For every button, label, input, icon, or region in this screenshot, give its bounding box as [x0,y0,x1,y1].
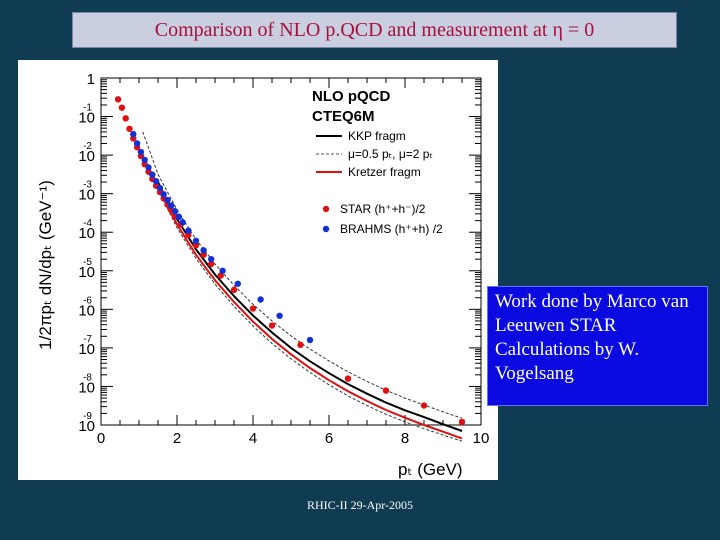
brahms-point [175,213,183,221]
y-axis-title: 1/2πpₜ dN/dpₜ (GeV⁻¹) [36,180,55,350]
brahms-point [145,164,152,171]
star-point [192,242,200,249]
brahms-point [276,312,283,319]
x-tick-label: 4 [249,430,257,447]
brahms-point [306,336,314,344]
legend-heading-pdf: CTEQ6M [312,108,375,125]
brahms-point [192,237,200,244]
star-point [297,341,304,349]
y-tick-label: 10 [78,379,95,396]
x-axis-title: pₜ (GeV) [398,460,463,479]
credits-box: Work done by Marco van Leeuwen STAR Calc… [487,286,708,406]
y-tick-label: 10 [78,187,95,204]
y-tick-exponent: -5 [83,257,92,268]
y-tick-exponent: -6 [83,295,92,306]
star-point [344,375,352,382]
y-tick-label: 10 [78,148,95,165]
y-tick-exponent: -7 [83,334,92,345]
y-tick-exponent: -9 [83,411,92,422]
star-point [230,286,238,294]
star-point [114,96,122,103]
star-point [268,322,276,329]
brahms-point [137,148,145,156]
x-tick-label: 6 [325,430,333,447]
brahms-point [168,202,175,209]
star-point [208,260,215,268]
y-tick-label: 10 [78,110,95,127]
x-tick-label: 8 [401,430,409,447]
kretzer-curve [157,186,463,440]
brahms-point [160,191,167,198]
star-point [217,272,224,279]
scale-band-lower [142,153,463,442]
brahms-point [130,130,137,138]
star-point [382,387,390,394]
star-point [458,418,466,426]
star-point [420,402,428,409]
brahms-point [149,171,156,178]
x-tick-label: 10 [473,430,490,447]
star-point [122,115,129,122]
legend-star-label: STAR (h⁺+h⁻)/2 [340,202,426,216]
y-tick-label: 10 [78,302,95,319]
y-tick-label: 10 [78,418,95,435]
y-tick-exponent: -8 [83,372,92,383]
star-point [200,251,207,258]
footer-date: RHIC-II 29-Apr-2005 [306,498,414,512]
x-tick-label: 0 [97,430,105,447]
kkp-curve [157,181,463,432]
brahms-point [257,296,264,303]
chart-points [114,96,466,426]
legend-brahms-marker [322,225,330,233]
y-tick-label: 10 [78,341,95,358]
y-tick-label: 10 [78,225,95,242]
y-tick-label: 1 [87,71,95,88]
brahms-point [171,208,179,215]
slide-title-box: Comparison of NLO p.QCD and measurement … [72,12,677,48]
plot-frame [100,77,482,426]
legend-heading-nlo: NLO pQCD [312,88,390,105]
brahms-point [219,267,226,274]
brahms-point [152,178,160,185]
chart-axes: 0 2 4 6 8 10110-110-210-310-410-510-610-710-8… [78,71,489,447]
brahms-point [156,184,164,192]
chart-legend: NLO pQCD CTEQ6M KKP fragm μ=0.5 pₜ, μ=2 pₜ K… [312,88,443,236]
y-tick-exponent: -1 [83,103,92,114]
legend-kkp-label: KKP fragm [348,129,406,143]
brahms-point [141,156,148,164]
brahms-point [185,227,192,234]
y-tick-exponent: -4 [83,218,92,229]
brahms-point [164,196,171,204]
credits-text: Work done by Marco van Leeuwen STAR Calc… [495,291,689,384]
plot-panel: 0 2 4 6 8 10 1 10 -1 10 -2 10 -3 10 -4 10 -5 10 -6 10 -7 10 -8… [18,60,498,480]
legend-brahms-label: BRAHMS (h⁺+h) /2 [340,222,443,236]
y-tick-exponent: -2 [83,141,92,152]
y-tick-exponent: -3 [83,180,92,191]
x-tick-label: 2 [173,430,181,447]
spectrum-chart: 0 2 4 6 8 10110-110-210-310-410-510-610-710-8… [36,71,489,479]
legend-kretzer-label: Kretzer fragm [348,165,421,179]
legend-scale-label: μ=0.5 pₜ, μ=2 pₜ [348,147,433,161]
slide-title: Comparison of NLO p.QCD and measurement … [154,19,595,41]
star-point [126,125,133,133]
brahms-point [234,280,241,287]
brahms-point [133,140,141,147]
y-tick-label: 10 [78,264,95,281]
brahms-point [208,255,215,263]
brahms-point [200,247,207,254]
star-point [249,305,257,312]
legend-star-marker [322,205,330,213]
star-point [118,104,126,111]
brahms-point [179,219,186,226]
